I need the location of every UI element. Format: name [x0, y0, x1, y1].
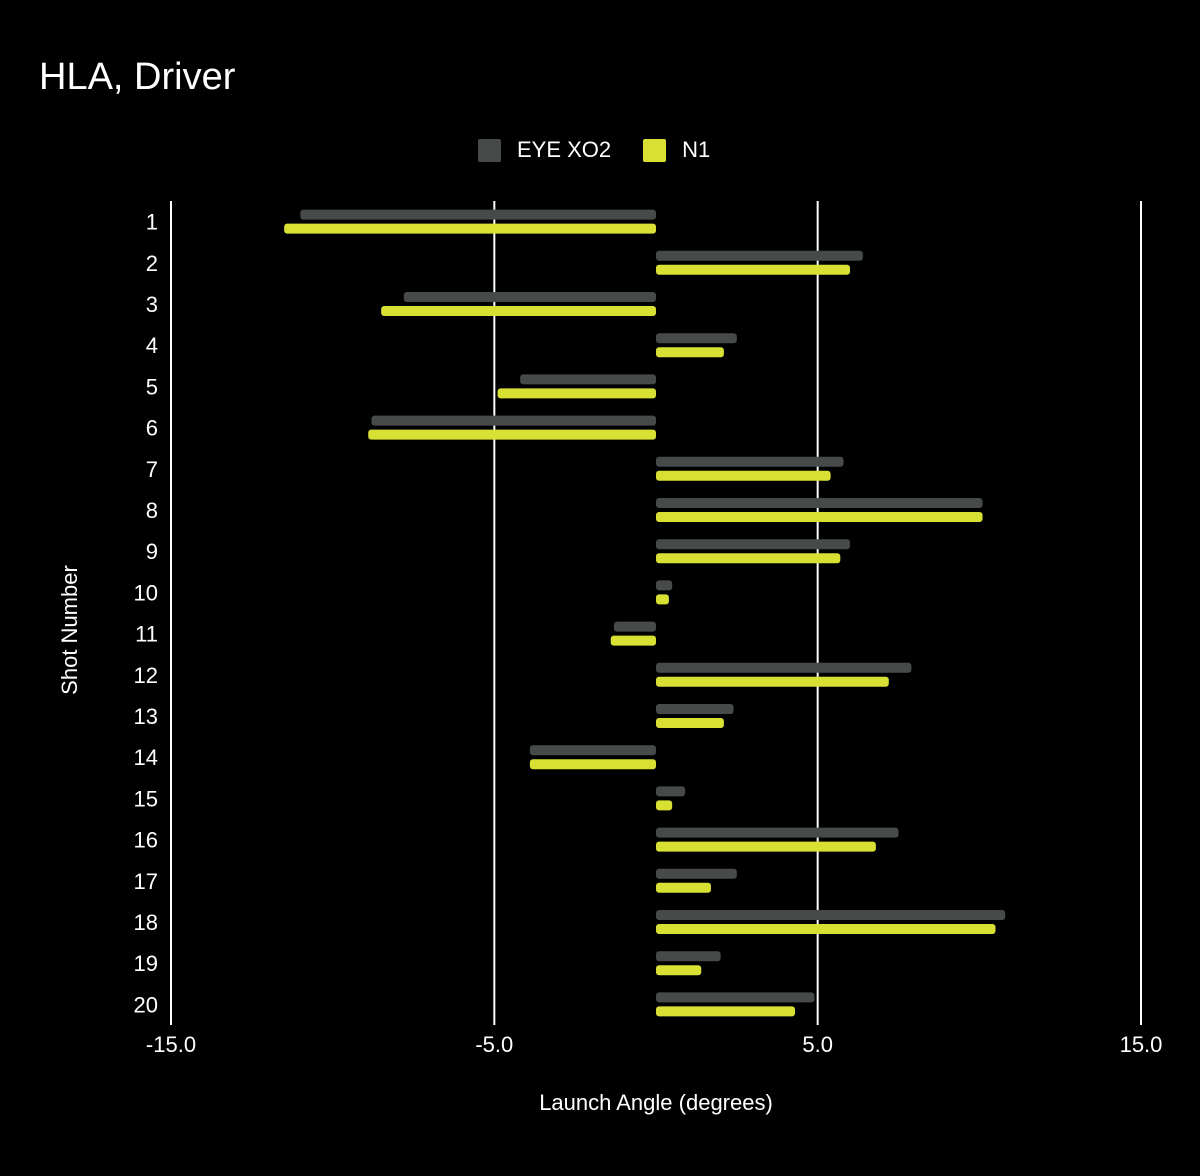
x-tick-label: 15.0	[1120, 1032, 1163, 1057]
y-tick-label: 10	[134, 580, 158, 605]
y-tick-label: 20	[134, 992, 158, 1017]
bar-n1	[656, 800, 673, 811]
bar-n1	[656, 264, 850, 275]
bar-n1	[529, 759, 656, 770]
y-tick-label: 9	[146, 539, 158, 564]
bar-n1	[656, 882, 711, 893]
bar-n1	[656, 965, 702, 976]
y-tick-label: 7	[146, 457, 158, 482]
y-tick-label: 14	[134, 745, 158, 770]
bar-n1	[656, 1006, 796, 1017]
y-tick-label: 19	[134, 951, 158, 976]
legend-label-n1: N1	[682, 137, 711, 162]
y-tick-label: 16	[134, 828, 158, 853]
y-tick-label: 5	[146, 374, 158, 399]
bar-n1	[656, 924, 996, 934]
bar-eye-xo2	[656, 333, 737, 344]
legend-label-eye-xo2: EYE XO2	[517, 137, 612, 162]
y-tick-label: 1	[146, 210, 158, 235]
bar-n1	[656, 553, 841, 564]
bar-eye-xo2	[656, 539, 850, 550]
bar-eye-xo2	[520, 374, 656, 385]
bar-n1	[656, 841, 876, 852]
bar-n1	[656, 594, 669, 605]
bar-eye-xo2	[656, 662, 912, 673]
x-tick-label: -15.0	[146, 1032, 196, 1057]
x-axis-label: Launch Angle (degrees)	[539, 1090, 773, 1115]
bar-n1	[610, 635, 656, 646]
y-axis-label: Shot Number	[57, 565, 82, 695]
y-tick-label: 13	[134, 704, 158, 729]
bar-n1	[284, 223, 656, 234]
bar-n1	[497, 388, 656, 399]
y-tick-label: 2	[146, 251, 158, 276]
legend-swatch-eye-xo2	[478, 138, 501, 162]
bar-n1	[656, 718, 724, 728]
bar-eye-xo2	[403, 292, 656, 302]
bar-eye-xo2	[656, 456, 844, 467]
bar-n1	[656, 676, 889, 687]
y-tick-label: 12	[134, 663, 158, 688]
legend: EYE XO2 N1	[478, 136, 742, 164]
bar-eye-xo2	[656, 827, 899, 838]
legend-item-n1[interactable]: N1	[643, 137, 710, 163]
bar-eye-xo2	[656, 786, 686, 797]
y-tick-label: 15	[134, 786, 158, 811]
chart-title: HLA, Driver	[39, 56, 236, 98]
bar-n1	[656, 347, 724, 358]
x-tick-label: -5.0	[475, 1032, 513, 1057]
bar-eye-xo2	[300, 209, 656, 220]
bar-n1	[381, 306, 656, 316]
bar-eye-xo2	[656, 498, 983, 508]
legend-swatch-n1	[643, 138, 667, 162]
legend-item-eye-xo2[interactable]: EYE XO2	[478, 137, 611, 163]
bar-eye-xo2	[656, 868, 737, 879]
y-tick-label: 17	[134, 869, 158, 894]
bar-eye-xo2	[371, 415, 656, 426]
y-tick-label: 4	[146, 333, 158, 358]
bar-eye-xo2	[656, 704, 734, 714]
bar-eye-xo2	[656, 951, 721, 962]
y-tick-label: 3	[146, 292, 158, 317]
y-tick-label: 6	[146, 416, 158, 441]
bar-eye-xo2	[656, 910, 1006, 920]
bar-n1	[368, 429, 656, 440]
bar-eye-xo2	[613, 621, 656, 632]
bar-eye-xo2	[656, 250, 863, 261]
bar-n1	[656, 512, 983, 522]
y-tick-label: 8	[146, 498, 158, 523]
y-tick-label: 11	[135, 622, 158, 647]
bar-n1	[656, 470, 831, 481]
y-tick-label: 18	[134, 910, 158, 935]
bar-eye-xo2	[529, 745, 656, 756]
bar-eye-xo2	[656, 992, 815, 1003]
x-tick-label: 5.0	[802, 1032, 833, 1057]
bar-eye-xo2	[656, 580, 673, 591]
